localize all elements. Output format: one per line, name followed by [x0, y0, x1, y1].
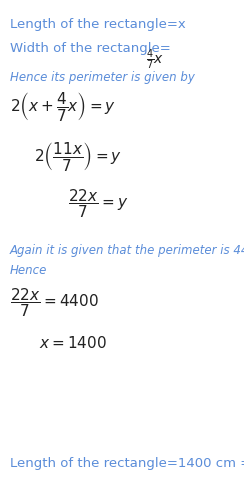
Text: Length of the rectangle=x: Length of the rectangle=x [10, 18, 185, 31]
Text: $x=1400$: $x=1400$ [39, 335, 107, 351]
Text: Again it is given that the perimeter is 4400cm.: Again it is given that the perimeter is … [10, 244, 244, 257]
Text: $2\left(x+\dfrac{4}{7}x\right)= y$: $2\left(x+\dfrac{4}{7}x\right)= y$ [10, 90, 116, 123]
Text: Hence: Hence [10, 264, 47, 277]
Text: $\frac{4}{7}x$: $\frac{4}{7}x$ [146, 48, 165, 72]
Text: Hence its perimeter is given by: Hence its perimeter is given by [10, 71, 195, 84]
Text: Length of the rectangle=1400 cm = 14 m: Length of the rectangle=1400 cm = 14 m [10, 457, 244, 470]
Text: $2\left(\dfrac{11x}{7}\right)= y$: $2\left(\dfrac{11x}{7}\right)= y$ [34, 140, 122, 173]
Text: $\dfrac{22x}{7}= y$: $\dfrac{22x}{7}= y$ [68, 187, 129, 220]
Text: $\dfrac{22x}{7}=4400$: $\dfrac{22x}{7}=4400$ [10, 286, 99, 319]
Text: Width of the rectangle=: Width of the rectangle= [10, 42, 175, 55]
